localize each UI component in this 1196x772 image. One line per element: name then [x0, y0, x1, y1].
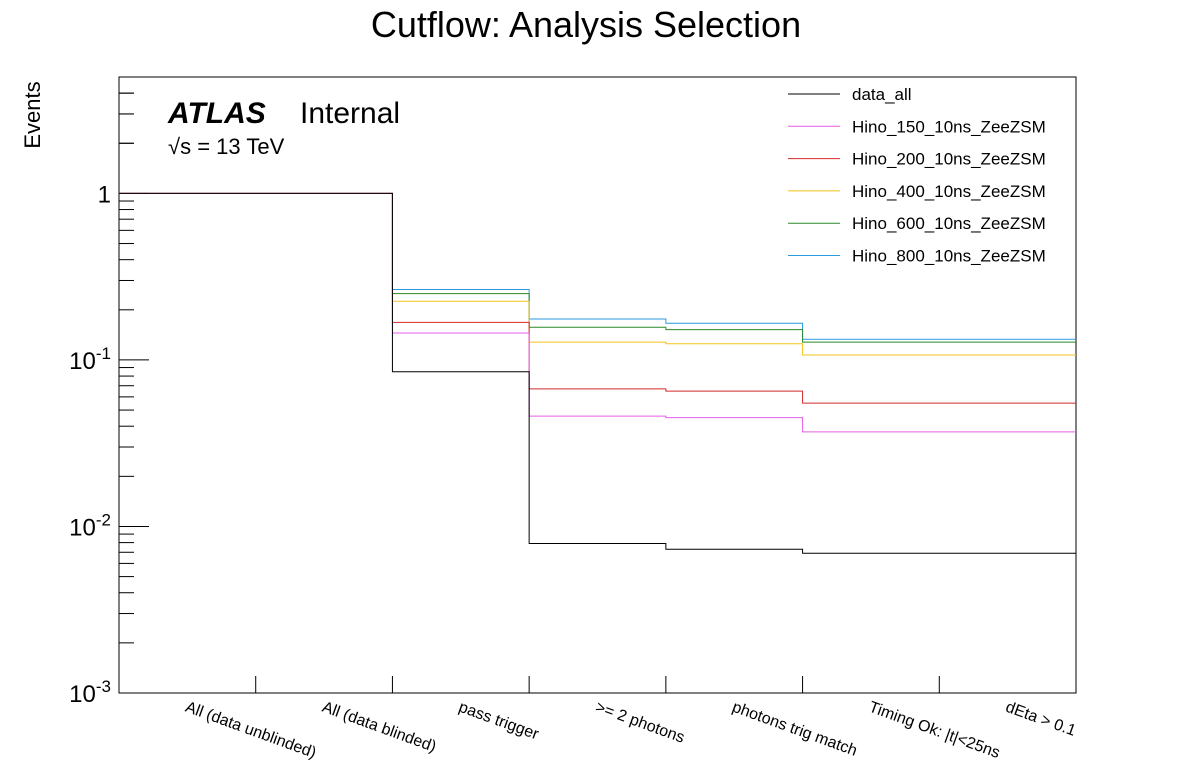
y-tick-label-exponent: -3 — [96, 677, 111, 696]
y-tick-label: 10-2 — [69, 510, 111, 541]
y-tick-label: 10-3 — [69, 677, 111, 708]
legend-label: Hino_800_10ns_ZeeZSM — [852, 247, 1046, 266]
y-tick-label-exponent: -1 — [96, 344, 111, 363]
y-tick-label: 10-1 — [69, 344, 111, 375]
y-tick-label: 1 — [98, 181, 111, 208]
energy-sqrt-s: √s — [168, 134, 191, 159]
y-axis-tick-labels: 10-310-210-11 — [69, 181, 111, 708]
series-line-data_all — [119, 192, 1076, 554]
y-tick-label-base: 10 — [69, 681, 96, 708]
y-axis-ticks — [119, 76, 149, 694]
legend-label: Hino_150_10ns_ZeeZSM — [852, 117, 1046, 136]
chart-title: Cutflow: Analysis Selection — [371, 4, 801, 45]
x-axis-ticks — [255, 676, 940, 693]
plot-frame — [118, 76, 1077, 694]
series-lines — [119, 192, 1076, 554]
legend-label: Hino_600_10ns_ZeeZSM — [852, 214, 1046, 233]
y-tick-label-base: 10 — [69, 514, 96, 541]
legend-label: data_all — [852, 85, 912, 104]
atlas-label: ATLAS Internal √s = 13 TeV — [167, 97, 400, 159]
y-tick-label-exponent: -2 — [96, 510, 111, 529]
legend-label: Hino_200_10ns_ZeeZSM — [852, 150, 1046, 169]
y-axis-label: Events — [20, 81, 45, 148]
energy-text: √s = 13 TeV — [168, 134, 285, 159]
atlas-text: ATLAS — [167, 97, 266, 130]
legend-label: Hino_400_10ns_ZeeZSM — [852, 182, 1046, 201]
internal-text: Internal — [300, 97, 400, 130]
y-tick-label-base: 10 — [69, 348, 96, 375]
legend: data_all Hino_150_10ns_ZeeZSM Hino_200_10n… — [788, 85, 1046, 266]
energy-value: = 13 TeV — [191, 134, 284, 159]
